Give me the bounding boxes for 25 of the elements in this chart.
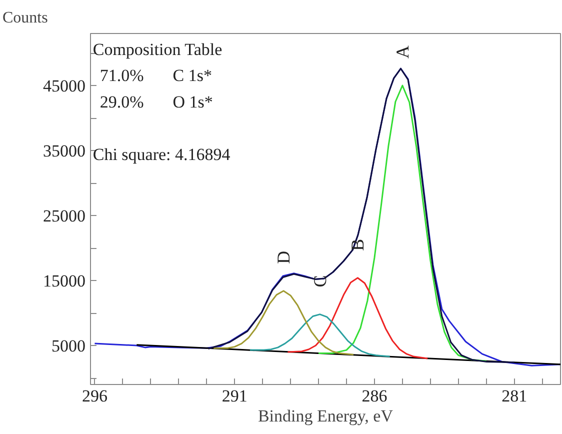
x-tick-label: 281 [502, 386, 528, 406]
y-tick-label: 5000 [52, 336, 86, 356]
annotation: Composition Table [92, 40, 222, 59]
y-axis-title: Counts [2, 10, 48, 26]
x-tick-label: 291 [222, 386, 248, 406]
x-tick-label: 286 [362, 386, 388, 406]
annotation: D [274, 250, 294, 264]
annotation: B [348, 238, 368, 251]
annotation: C 1s* [172, 66, 212, 86]
line-series [136, 344, 560, 366]
line-series [249, 314, 391, 358]
line-series [286, 277, 428, 360]
y-tick-label: 35000 [43, 142, 86, 160]
x-axis-title: Binding Energy, eV [258, 406, 394, 426]
x-tick-label: 296 [82, 386, 108, 406]
annotation: 71.0% [100, 66, 144, 86]
annotation: A [392, 46, 412, 58]
annotation: C [310, 275, 330, 288]
y-tick-label: 25000 [43, 206, 86, 226]
annotation: O 1s* [172, 92, 213, 112]
line-series [212, 290, 354, 356]
y-tick-label: 45000 [43, 76, 86, 96]
annotation: 29.0% [100, 92, 144, 112]
y-tick-label: 15000 [43, 272, 86, 290]
annotation: Chi square: 4.16894 [92, 145, 231, 164]
